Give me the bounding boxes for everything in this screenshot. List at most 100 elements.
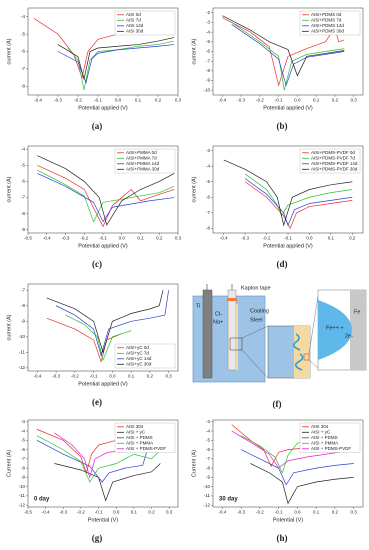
legend-label: AISI 0d [126,12,141,17]
chart: -0.4 -0.3 -0.2 -0.1 0.0 0.1 0.2 0.3 -2 -3 -4 -5 -6 -7… [191,7,364,131]
zoom-box [303,353,310,361]
x-tick-label: -0.2 [256,98,264,103]
x-tick-label: -0.4 [220,236,228,241]
panel-label: (d) [277,259,288,269]
series-line [250,463,354,505]
series-line [67,40,175,90]
x-tick-label: -0.1 [284,236,292,241]
legend-label: AISI+yC 7d [126,350,149,355]
y-tick-label: -7 [21,456,25,461]
legend-label: AISI+PMMA 7d [126,155,157,160]
legend-label: AISI+PMMA 30d [126,166,160,171]
x-tick-label: 0.0 [294,98,301,103]
legend-label: AISI 14d [126,23,144,28]
y-tick-label: -6 [21,49,25,54]
plot-frame [27,283,179,372]
legend-box [299,10,361,36]
y-tick-label: -5 [206,438,210,443]
label-na: Na+ [213,319,223,325]
chart: -0.5 -0.4 -0.3 -0.2 -0.1 0.0 0.1 0.2 0.3 -3 -4 -5 -6… [6,419,179,543]
legend-box [114,422,176,453]
label-cl: Cl- [215,311,222,317]
x-tick-label: -0.3 [59,510,67,515]
y-tick-label: -9 [21,318,25,323]
y-tick-label: -2 [206,10,210,15]
label-fe: Fe [354,309,360,315]
x-tick-label: 0.0 [115,98,122,103]
y-tick-label: -9 [206,475,210,480]
y-tick-label: -4 [206,163,210,168]
y-tick-label: -5 [21,163,25,168]
x-axis-label: Potential applied (V) [263,105,313,111]
legend-label: AISI + PMMA [126,440,153,445]
legend-label: AISI+PDMS 30d [311,28,344,33]
label-ion: Fe++ + [326,325,344,331]
legend-box [299,148,361,174]
x-axis-label: Potential applied (V) [263,243,313,249]
x-tick-label: 0.3 [165,374,172,379]
chart: -0.4 -0.3 -0.2 -0.1 0.0 0.1 0.2 -3 -4 -5 -6 -7 -8 Pot… [191,145,364,269]
x-tick-label: 0.2 [148,510,155,515]
chart: -0.4 -0.3 -0.2 -0.1 0.0 0.1 0.2 0.3 -3 -4 -5 -6 -7 -8… [191,419,364,543]
x-tick-label: -0.1 [95,510,103,515]
x-tick-label: 0.3 [350,98,357,103]
y-tick-label: -7 [21,195,25,200]
y-axis-label: current (A) [191,176,197,202]
label-electrons: 2e- [345,333,353,339]
y-tick-label: -9 [21,475,25,480]
legend-label: AISI 304 [311,424,329,429]
series-line [231,430,345,469]
zoom-line [308,295,319,355]
x-tick-label: -0.2 [80,236,88,241]
panel-label: (h) [277,533,288,543]
legend-label: AISI+yC 14d [126,356,152,361]
panel-label: (f) [273,399,282,409]
x-tick-label: 0.2 [332,510,339,515]
x-tick-label: -0.2 [74,98,82,103]
legend-label: AISI + PDMS-PVDF [126,446,166,451]
series-line [240,449,354,486]
y-tick-label: -6 [206,49,210,54]
x-tick-label: -0.1 [275,98,283,103]
x-tick-label: -0.3 [237,510,245,515]
chart: -0.4 -0.3 -0.2 -0.1 0.0 0.1 0.2 0.3 -7 -8 -9 -10 -11… [6,283,179,407]
y-tick-label: -5 [206,179,210,184]
label-ti: Ti [196,303,200,309]
cell-diagram: Ti Cl- Na+ Kapton tape Coating Steel Fe … [192,284,367,409]
kapton-tape [227,298,237,301]
y-tick-label: -8 [21,303,25,308]
x-tick-label: -0.3 [54,98,62,103]
legend-label: AISI + PDMS [311,435,338,440]
y-tick-label: -8 [21,465,25,470]
x-tick-label: -0.4 [43,236,51,241]
y-tick-label: -7 [206,210,210,215]
y-tick-label: -10 [18,334,25,339]
series-line [37,173,175,223]
y-tick-label: -6 [21,447,25,452]
y-tick-label: -7 [21,66,25,71]
label-steel: Steel [250,317,263,323]
panel-label: (b) [277,121,288,131]
x-tick-label: 0.2 [155,98,162,103]
x-tick-label: -0.1 [94,98,102,103]
y-tick-label: -4 [206,428,210,433]
zoom-line [308,359,319,369]
x-tick-label: -0.1 [90,374,98,379]
y-tick-label: -8 [206,68,210,73]
series-line [223,159,353,227]
y-tick-label: -7 [206,456,210,461]
chart: -0.4 -0.3 -0.2 -0.1 0.0 0.1 0.2 0.3 -4 -5 -6 -7 -8 Po… [6,7,182,131]
x-tick-label: -0.2 [77,510,85,515]
series-line [55,290,169,357]
x-tick-label: -0.3 [52,374,60,379]
series-line [57,37,175,80]
y-tick-label: -3 [206,20,210,25]
x-tick-label: 0.1 [128,374,135,379]
y-tick-label: -11 [19,493,26,498]
y-tick-label: -8 [21,83,25,88]
x-tick-label: 0.1 [135,98,142,103]
x-tick-label: -0.2 [71,374,79,379]
x-tick-label: 0.2 [156,236,163,241]
y-axis-label: current (A) [6,314,12,340]
x-axis-label: Potential applied (V) [78,381,128,387]
